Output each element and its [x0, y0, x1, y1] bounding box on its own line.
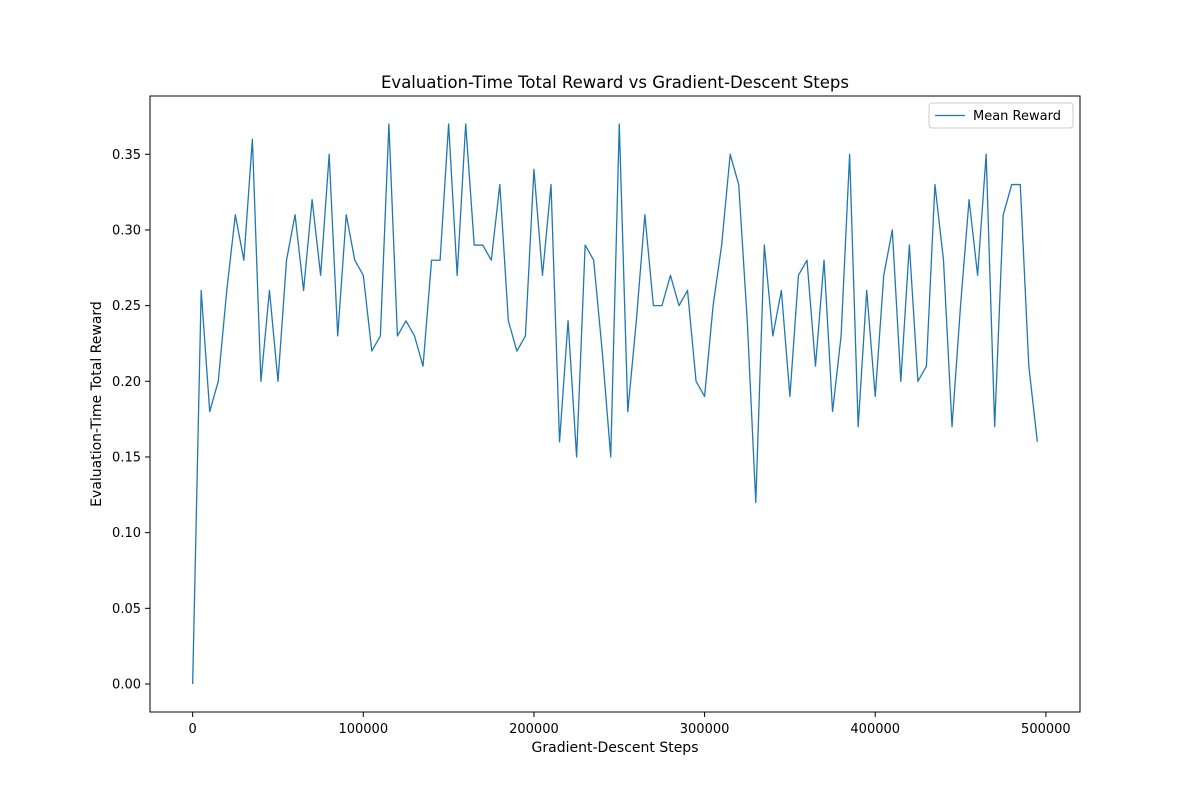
y-tick-label: 0.10 [112, 526, 141, 541]
y-tick-label: 0.35 [112, 148, 141, 163]
y-tick-label: 0.00 [112, 678, 141, 693]
x-tick-label: 0 [189, 722, 197, 737]
plot-area-frame [149, 95, 1081, 713]
series-line-mean-reward [192, 123, 1038, 685]
x-axis-label: Gradient-Descent Steps [532, 740, 699, 756]
y-axis-label: Evaluation-Time Total Reward [89, 301, 105, 507]
x-tick-label: 100000 [338, 722, 388, 737]
x-tick-label: 500000 [1021, 722, 1071, 737]
y-tick-label: 0.15 [112, 450, 141, 465]
x-tick-label: 200000 [509, 722, 559, 737]
y-tick-label: 0.30 [112, 223, 141, 238]
series-layer [192, 123, 1038, 685]
x-tick-label: 400000 [850, 722, 900, 737]
legend-box [928, 102, 1074, 129]
y-tick-label: 0.05 [112, 602, 141, 617]
legend-label-mean-reward: Mean Reward [973, 109, 1061, 124]
legend: Mean Reward [928, 102, 1074, 129]
chart-title: Evaluation-Time Total Reward vs Gradient… [381, 73, 849, 92]
ticks-layer: 0 100000 200000 300000 400000 500000 0.00 0.05 0… [112, 148, 1071, 737]
y-tick-label: 0.25 [112, 299, 141, 314]
x-tick-label: 300000 [680, 722, 730, 737]
y-tick-label: 0.20 [112, 375, 141, 390]
